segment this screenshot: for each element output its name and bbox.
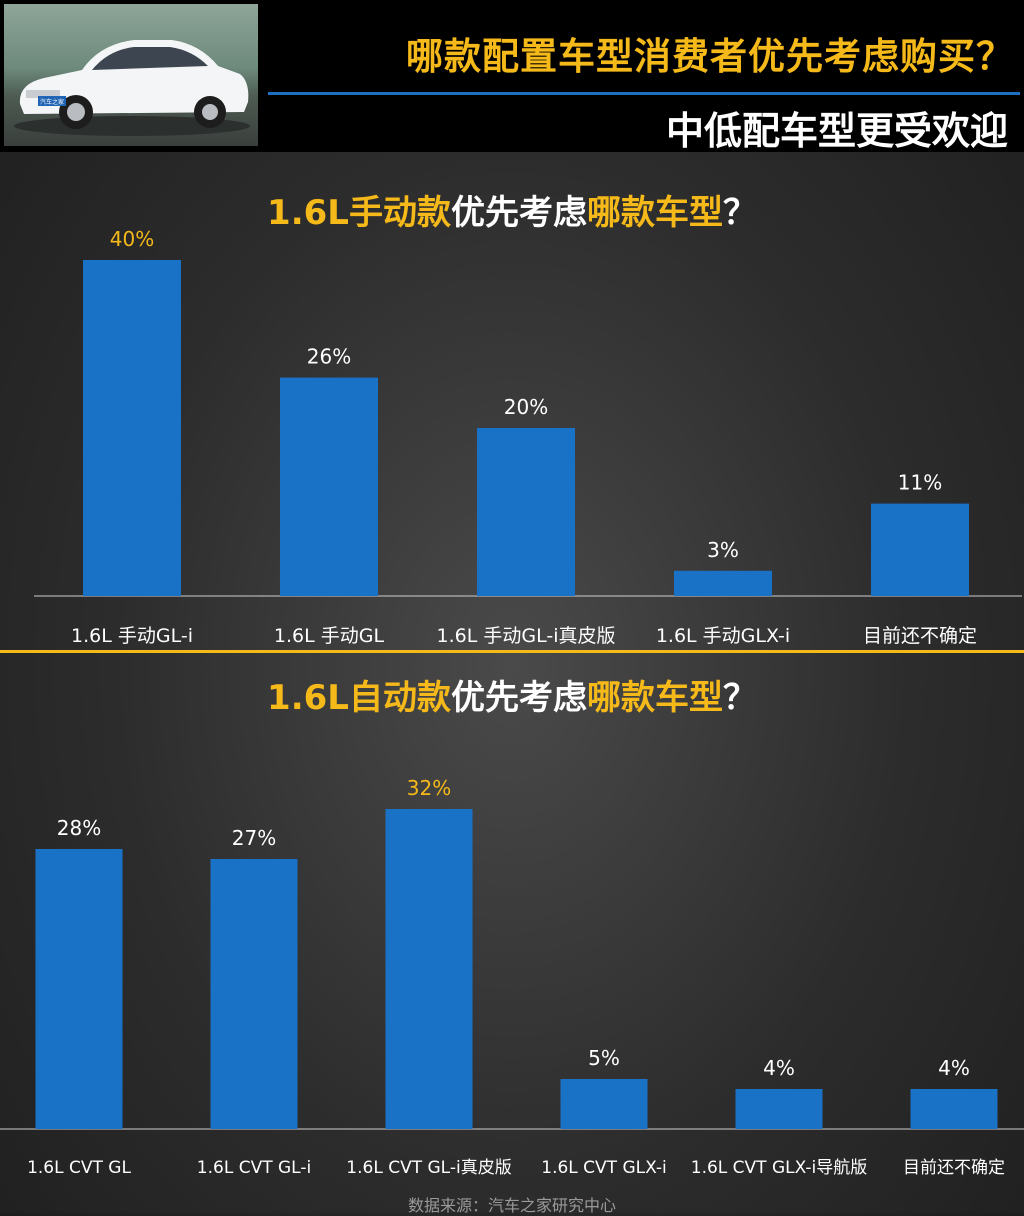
chart1-category-label: 1.6L 手动GL-i真皮版 bbox=[437, 625, 616, 647]
chart1-bar bbox=[477, 428, 575, 596]
chart2-value-label: 28% bbox=[57, 816, 101, 840]
chart2-title-part: 哪款车型 bbox=[586, 678, 723, 718]
chart1-title-part: 1.6L手动款 bbox=[267, 193, 451, 233]
chart1-value-label: 20% bbox=[504, 395, 548, 419]
chart1-title-part: 哪款车型 bbox=[586, 193, 723, 233]
chart1-value-label: 26% bbox=[307, 345, 351, 369]
chart2-category-label: 目前还不确定 bbox=[903, 1158, 1005, 1178]
chart2-category-label: 1.6L CVT GLX-i导航版 bbox=[691, 1158, 868, 1178]
car-photo: 汽车之家 bbox=[4, 4, 258, 146]
chart2-value-label: 27% bbox=[232, 826, 276, 850]
source-note: 数据来源：汽车之家研究中心 bbox=[407, 1196, 616, 1215]
chart1-category-label: 1.6L 手动GLX-i bbox=[656, 625, 790, 647]
subtitle: 中低配车型更受欢迎 bbox=[665, 109, 1008, 153]
chart2-bar bbox=[35, 849, 123, 1129]
chart2-bar-chart: 28% 1.6L CVT GL 27% 1.6L CVT GL-i 32% 1.6L CV… bbox=[0, 776, 1024, 1178]
chart2-title-part: 1.6L自动款 bbox=[267, 678, 451, 718]
title-divider bbox=[268, 92, 1020, 95]
section-divider bbox=[0, 650, 1024, 653]
chart1-value-label: 40% bbox=[110, 227, 154, 251]
chart2-bar bbox=[385, 809, 473, 1129]
car-illustration: 汽车之家 bbox=[14, 40, 250, 136]
chart1-bar bbox=[83, 260, 181, 596]
chart1-title: 1.6L手动款优先考虑哪款车型？ bbox=[0, 185, 1024, 234]
chart2-title-part: 优先考虑 bbox=[450, 678, 587, 718]
chart1-bar bbox=[674, 570, 772, 596]
header-banner: 汽车之家 哪款配置车型消费者优先考虑购买？ 中低配车型更受欢迎 bbox=[0, 0, 1024, 153]
chart2-category-label: 1.6L CVT GL bbox=[27, 1158, 131, 1178]
chart2-value-label: 4% bbox=[938, 1056, 970, 1080]
chart2-bar bbox=[910, 1089, 998, 1129]
chart1-title-part: ？ bbox=[722, 193, 757, 233]
chart1-category-label: 1.6L 手动GL bbox=[274, 625, 385, 647]
chart2-category-label: 1.6L CVT GL-i真皮版 bbox=[346, 1158, 511, 1178]
plate-text: 汽车之家 bbox=[40, 98, 64, 106]
chart1-value-label: 11% bbox=[898, 471, 942, 495]
chart1-value-label: 3% bbox=[707, 538, 739, 562]
chart1-category-label: 目前还不确定 bbox=[863, 625, 977, 647]
main-title: 哪款配置车型消费者优先考虑购买？ bbox=[406, 35, 1014, 78]
chart2-title-part: ？ bbox=[722, 678, 757, 718]
chart2-category-label: 1.6L CVT GL-i bbox=[197, 1158, 311, 1178]
chart1-bar bbox=[871, 503, 969, 596]
chart2-bar bbox=[210, 859, 298, 1129]
chart1-category-label: 1.6L 手动GL-i bbox=[71, 625, 193, 647]
chart2-title: 1.6L自动款优先考虑哪款车型？ bbox=[0, 670, 1024, 719]
chart1-bar-chart: 40% 1.6L 手动GL-i 26% 1.6L 手动GL 20% 1.6L 手动GL-i… bbox=[34, 227, 1022, 647]
chart2-value-label: 5% bbox=[588, 1046, 620, 1070]
chart2-value-label: 32% bbox=[407, 776, 451, 800]
chart2-value-label: 4% bbox=[763, 1056, 795, 1080]
chart1-title-part: 优先考虑 bbox=[450, 193, 587, 233]
chart2-bar bbox=[735, 1089, 823, 1129]
chart2-bar bbox=[560, 1079, 648, 1129]
chart2-category-label: 1.6L CVT GLX-i bbox=[541, 1158, 667, 1178]
chart1-bar bbox=[280, 377, 378, 596]
